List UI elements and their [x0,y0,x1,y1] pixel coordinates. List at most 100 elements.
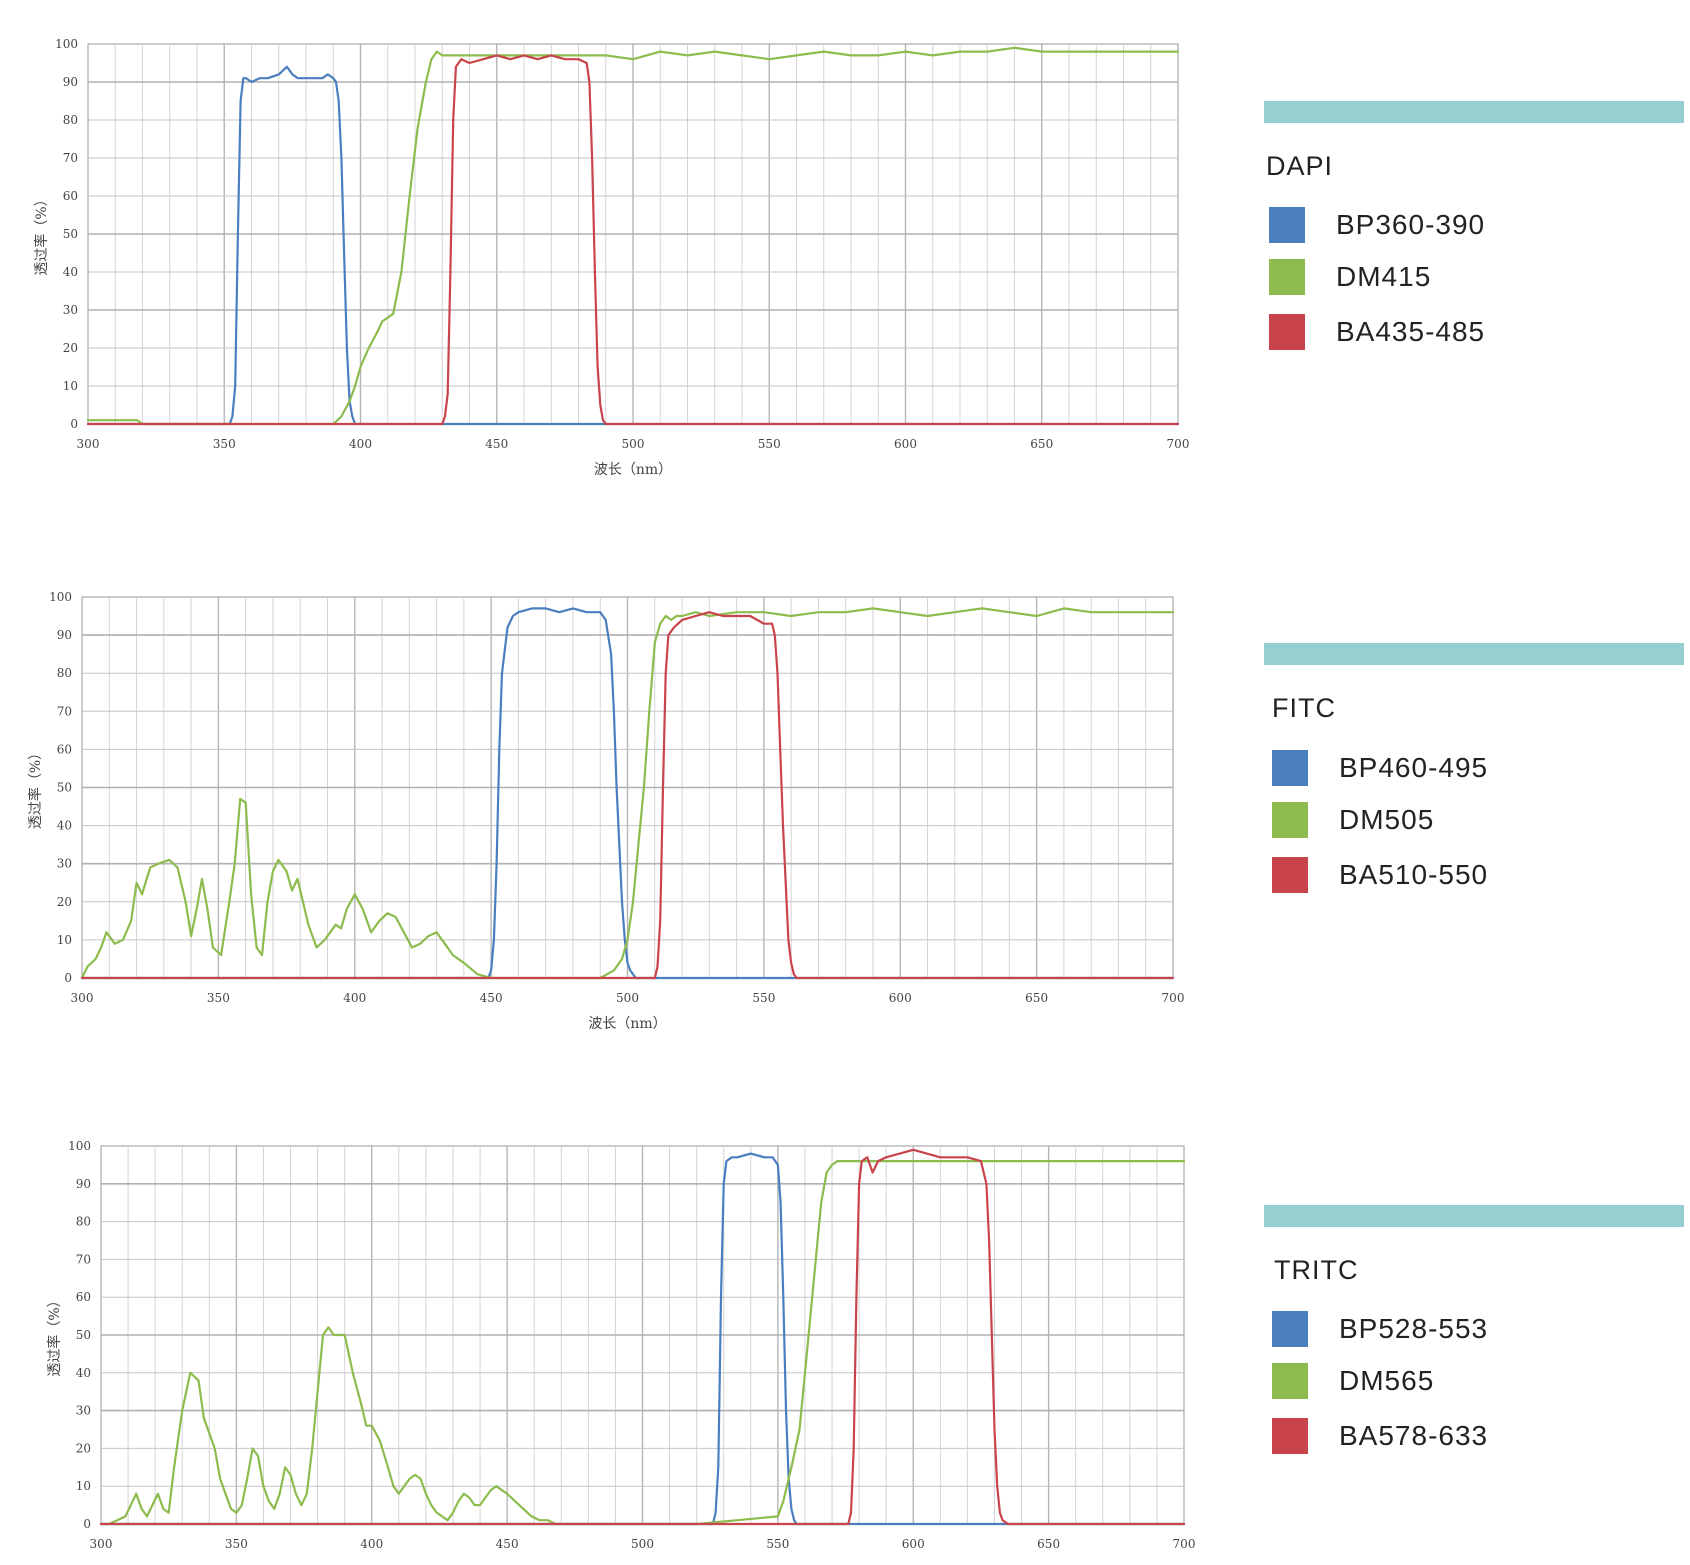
y-axis-label: 透过率（%） [27,746,44,829]
x-tick-label: 700 [1167,437,1190,451]
legend-label: BA578-633 [1339,1420,1489,1451]
x-tick-label: 650 [1037,1537,1060,1551]
panel-accent-bar [1264,1205,1684,1227]
legend-swatch-blue [1272,750,1308,786]
y-tick-label: 10 [57,933,72,947]
x-tick-label: 300 [90,1537,113,1551]
y-tick-label: 90 [76,1177,91,1191]
legend-label: BP528-553 [1339,1313,1489,1344]
x-tick-label: 350 [207,991,230,1005]
legend-swatch-green [1272,802,1308,838]
y-tick-label: 0 [83,1517,91,1531]
legend-swatch-red [1272,857,1308,893]
series-line-bp528-553 [99,1152,1186,1526]
x-tick-label: 600 [902,1537,925,1551]
y-tick-label: 60 [63,189,78,203]
x-axis-label: 波长（nm） [594,462,672,478]
x-tick-label: 300 [77,437,100,451]
y-tick-label: 80 [63,113,78,127]
y-tick-label: 30 [63,303,78,317]
legend-label: DM415 [1336,261,1432,292]
y-tick-label: 0 [70,417,78,431]
y-tick-label: 50 [76,1328,91,1342]
x-tick-label: 400 [349,437,372,451]
legend-label: DM505 [1339,804,1435,835]
x-tick-label: 500 [631,1537,654,1551]
y-tick-label: 40 [57,819,72,833]
legend-swatch-green [1272,1363,1308,1399]
y-tick-label: 20 [57,895,72,909]
panel-accent-bar [1264,643,1684,665]
legend-label: BA510-550 [1339,859,1489,890]
legend-swatch-red [1272,1418,1308,1454]
y-tick-label: 10 [63,379,78,393]
x-tick-label: 450 [496,1537,519,1551]
y-tick-label: 30 [76,1404,91,1418]
y-tick-label: 70 [57,704,72,718]
y-tick-label: 40 [76,1366,91,1380]
y-axis-label: 透过率（%） [33,192,50,275]
x-tick-label: 600 [889,991,912,1005]
y-tick-label: 10 [76,1479,91,1493]
x-tick-label: 350 [213,437,236,451]
y-tick-label: 80 [76,1215,91,1229]
x-tick-label: 300 [71,991,94,1005]
y-tick-label: 70 [76,1252,91,1266]
panel-accent-bar [1264,101,1684,123]
legend-swatch-green [1269,259,1305,295]
x-tick-label: 550 [758,437,781,451]
y-tick-label: 90 [63,75,78,89]
x-tick-label: 450 [485,437,508,451]
y-tick-label: 40 [63,265,78,279]
series-line-ba578-633 [99,1148,1186,1526]
x-tick-label: 500 [622,437,645,451]
y-tick-label: 80 [57,666,72,680]
y-axis-label: 透过率（%） [46,1293,63,1376]
series-line-dm505 [80,607,1175,980]
y-tick-label: 0 [64,971,72,985]
legend-label: BA435-485 [1336,316,1486,347]
x-axis-label: 波长（nm） [588,1016,666,1032]
y-tick-label: 30 [57,857,72,871]
series-line-bp360-390 [86,65,1180,426]
x-tick-label: 700 [1173,1537,1196,1551]
x-tick-label: 550 [766,1537,789,1551]
x-tick-label: 650 [1025,991,1048,1005]
y-tick-label: 50 [63,227,78,241]
legend-label: DM565 [1339,1365,1435,1396]
chart-tritc: 0 10 20 30 40 50 60 70 80 90 100 300 350 400 450 500 550… [46,1139,1195,1551]
x-tick-label: 600 [894,437,917,451]
y-tick-label: 20 [76,1441,91,1455]
y-tick-label: 50 [57,781,72,795]
y-tick-label: 60 [57,742,72,756]
series-line-ba510-550 [80,611,1175,980]
y-tick-label: 90 [57,628,72,642]
filter-set-title: FITC [1272,693,1336,723]
y-tick-label: 100 [68,1139,91,1153]
x-tick-label: 500 [616,991,639,1005]
x-tick-label: 400 [343,991,366,1005]
x-tick-label: 650 [1030,437,1053,451]
y-tick-label: 20 [63,341,78,355]
x-tick-label: 400 [360,1537,383,1551]
x-tick-label: 450 [480,991,503,1005]
legend-label: BP460-495 [1339,752,1489,783]
chart-dapi: 0 10 20 30 40 50 60 70 80 90 100 300 350 400 450 500 550… [33,37,1189,478]
y-tick-label: 100 [49,590,72,604]
y-tick-label: 70 [63,151,78,165]
legend-swatch-blue [1269,207,1305,243]
x-tick-label: 700 [1162,991,1185,1005]
legend-swatch-red [1269,314,1305,350]
y-tick-label: 100 [55,37,78,51]
chart-fitc: 0 10 20 30 40 50 60 70 80 90 100 300 350 400 450 500 550… [27,590,1184,1032]
x-tick-label: 550 [752,991,775,1005]
legend-label: BP360-390 [1336,209,1486,240]
y-tick-label: 60 [76,1290,91,1304]
series-line-bp460-495 [80,607,1175,980]
series-line-ba435-485 [86,54,1180,426]
filter-set-title: DAPI [1266,151,1334,181]
filter-set-title: TRITC [1274,1255,1359,1285]
x-tick-label: 350 [225,1537,248,1551]
series-line-dm565 [99,1159,1186,1526]
